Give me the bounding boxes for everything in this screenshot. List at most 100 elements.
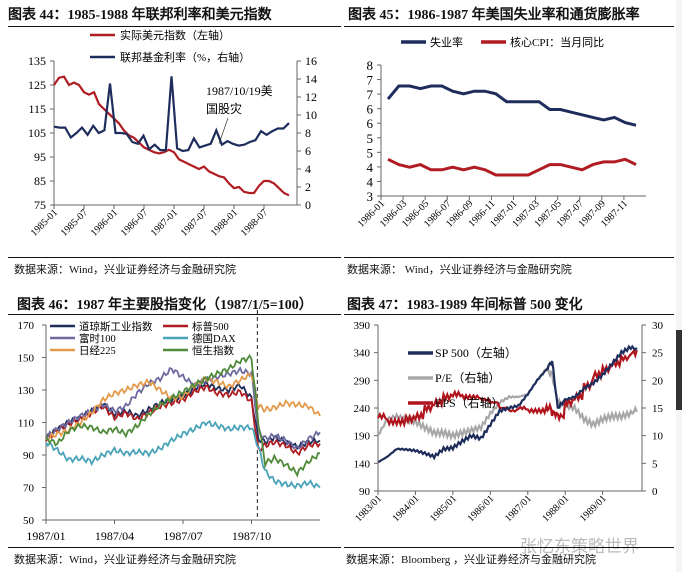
y-tick-label: 4 [367, 160, 374, 175]
y-left-tick-label: 90 [359, 486, 371, 498]
x-tick-label: 1987-01 [149, 207, 180, 238]
y-right-tick-label: 0 [652, 486, 658, 498]
y-left-tick-label: 390 [354, 320, 371, 332]
x-tick-label: 1988-07 [239, 207, 270, 238]
y-right-tick-label: 30 [652, 320, 664, 332]
y-left-tick-label: 115 [28, 102, 46, 116]
y-left-tick-label: 240 [354, 403, 371, 415]
y-tick-label: 5 [367, 131, 374, 146]
series-line-1 [377, 364, 638, 442]
series-line-3 [45, 419, 321, 490]
annotation-leader [218, 117, 229, 144]
chart-45-source-rule [344, 257, 674, 258]
y-tick-label: 7 [367, 87, 374, 102]
x-tick-label: 1987/01 [503, 493, 534, 524]
legend-label-1: 标普500 [192, 320, 229, 333]
chart-46-source: 数据来源：Wind，兴业证券经济与金融研究院 [14, 554, 236, 566]
y-right-tick-label: 25 [652, 348, 664, 360]
y-left-tick-label: 125 [28, 78, 46, 92]
y-right-tick-label: 5 [652, 458, 658, 470]
chart-47-title: 图表 47：1983-1989 年间标普 500 变化 [347, 298, 583, 313]
chart-44-source: 数据来源：Wind，兴业证券经济与金融研究院 [14, 264, 236, 276]
y-left-tick-label: 75 [34, 198, 46, 212]
series-line-2 [45, 366, 321, 450]
series-line-5 [45, 353, 321, 478]
chart-47-source: 数据来源：Bloomberg ，兴业证券经济与金融研究院 [346, 554, 597, 566]
x-tick-label: 1987/01 [26, 529, 65, 543]
legend-label-1: 联邦基金利率（%，右轴） [120, 50, 250, 64]
x-tick-label: 1988-01 [209, 207, 240, 238]
x-tick-label: 1985-01 [29, 207, 60, 238]
legend-label-0: 失业率 [430, 35, 463, 49]
series-line-2 [377, 348, 638, 429]
series-line-0 [377, 344, 638, 464]
y-tick-label: 3 [367, 189, 374, 204]
x-tick-label: 1986/01 [466, 493, 497, 524]
y-left-tick-label: 340 [354, 348, 371, 360]
y-tick-label: 4 [367, 174, 374, 189]
legend-label-2: 富时100 [79, 332, 116, 345]
x-tick-label: 1987/07 [163, 529, 202, 543]
legend-label-3: 德国DAX [192, 332, 236, 345]
series-line-1 [387, 157, 637, 177]
y-tick-label: 70 [23, 483, 35, 495]
chart-45-title-rule [344, 26, 674, 27]
chart-45-source: 数据来源： Wind，兴业证券经济与金融研究院 [347, 264, 572, 276]
series-line-4 [45, 372, 321, 442]
y-right-tick-label: 8 [305, 126, 311, 140]
x-tick-label: 1987/04 [95, 529, 134, 543]
x-tick-label: 1986-07 [119, 207, 150, 238]
scrollbar[interactable] [676, 0, 682, 572]
y-tick-label: 170 [18, 320, 35, 332]
y-tick-label: 90 [23, 450, 35, 462]
y-right-tick-label: 12 [305, 90, 317, 104]
y-right-tick-label: 10 [652, 431, 664, 443]
series-line-1 [53, 76, 290, 153]
y-left-tick-label: 85 [34, 174, 46, 188]
chart-45-title: 图表 45：1986-1987 年美国失业率和通货膨胀率 [348, 8, 640, 23]
x-tick-label: 1987-07 [179, 207, 210, 238]
y-tick-label: 150 [18, 353, 35, 365]
legend-label-0: SP 500（左轴） [435, 345, 517, 360]
y-right-tick-label: 0 [305, 198, 311, 212]
x-tick-label: 1984/01 [391, 493, 422, 524]
chart-47-source-rule [344, 547, 674, 548]
scrollbar-thumb[interactable] [676, 330, 682, 410]
y-tick-label: 6 [367, 102, 374, 117]
legend-label-0: 实际美元指数（左轴） [120, 28, 230, 42]
y-left-tick-label: 95 [34, 150, 46, 164]
x-tick-label: 1987/10 [232, 529, 271, 543]
y-right-tick-label: 20 [652, 375, 664, 387]
legend-label-4: 日经225 [79, 344, 116, 357]
y-right-tick-label: 14 [305, 72, 317, 86]
chart-44-source-rule [8, 257, 341, 258]
y-tick-label: 110 [18, 418, 35, 430]
chart-46-title: 图表 46：1987 年主要股指变化（1987/1/5=100） [17, 298, 313, 313]
y-right-tick-label: 16 [305, 54, 317, 68]
legend-label-1: 核心CPI：当月同比 [510, 35, 604, 49]
y-tick-label: 5 [367, 145, 374, 160]
y-left-tick-label: 105 [28, 126, 46, 140]
x-tick-label: 1985-07 [59, 207, 90, 238]
y-tick-label: 130 [18, 385, 35, 397]
chart-44: 75859510511512513502468101214161985-0119… [28, 28, 317, 239]
legend-label-2: EPS（右轴） [435, 395, 504, 410]
series-line-0 [53, 75, 290, 197]
y-tick-label: 8 [367, 58, 374, 73]
y-right-tick-label: 2 [305, 180, 311, 194]
x-tick-label: 1985/01 [428, 493, 459, 524]
y-left-tick-label: 140 [354, 458, 371, 470]
y-left-tick-label: 135 [28, 54, 46, 68]
x-tick-label: 1989/01 [578, 493, 609, 524]
series-line-0 [386, 84, 637, 127]
chart-46: 50 70 90 110 130 150 170 1987/01 1987/04 1987/07 1… [18, 310, 321, 543]
legend-label-5: 恒生指数 [192, 344, 234, 357]
y-left-tick-label: 290 [354, 375, 371, 387]
y-tick-label: 6 [367, 116, 374, 131]
legend-label-0: 道琼斯工业指数 [79, 320, 153, 333]
y-right-tick-label: 10 [305, 108, 317, 122]
x-tick-label: 1988/01 [540, 493, 571, 524]
chart-44-title-rule [8, 26, 341, 27]
y-right-tick-label: 4 [305, 162, 311, 176]
chart-46-title-rule [8, 314, 341, 315]
